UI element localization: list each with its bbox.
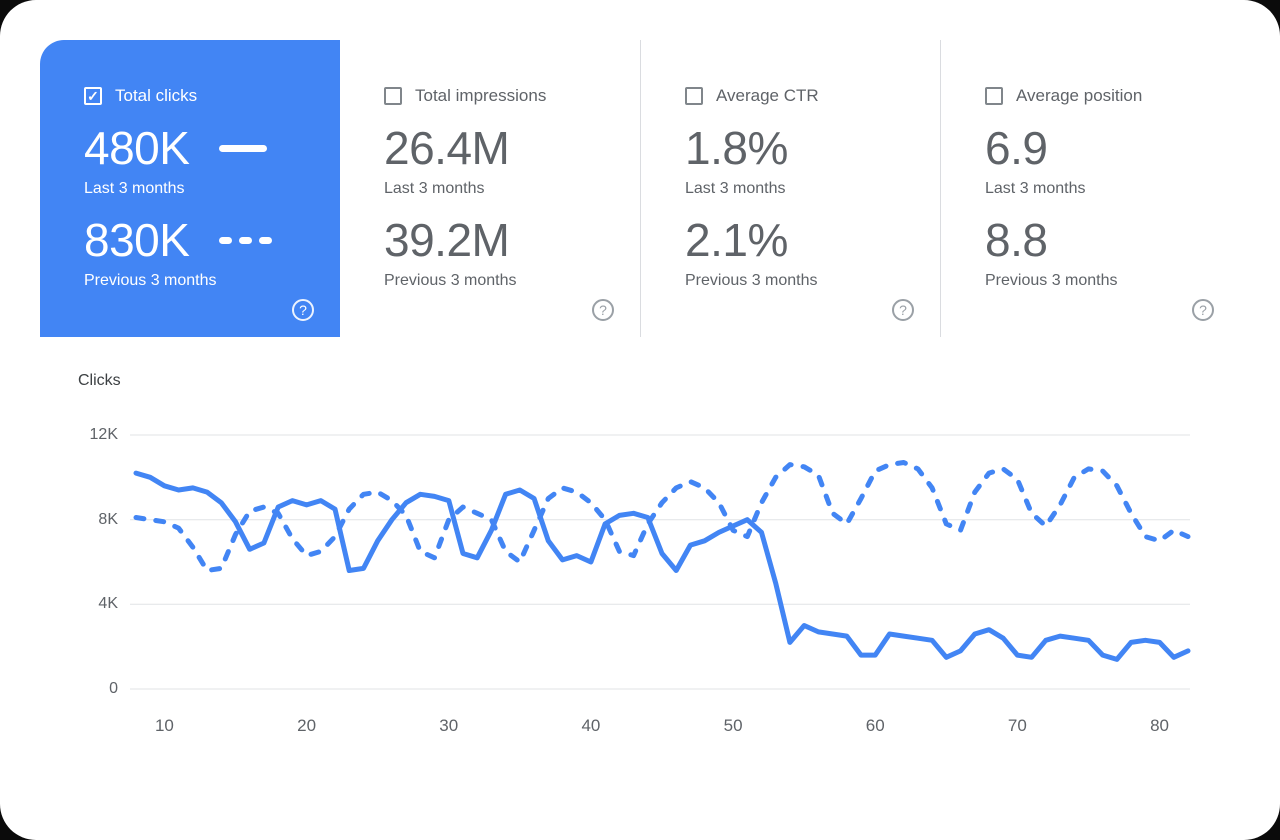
checkbox-unchecked-icon[interactable] <box>685 87 703 105</box>
metric-current-period: Last 3 months <box>384 180 485 197</box>
metric-previous-value: 2.1% <box>685 214 788 266</box>
metric-current-period: Last 3 months <box>985 180 1086 197</box>
x-axis-tick-label: 80 <box>1150 716 1170 735</box>
metric-card-header: ✓ Total clicks <box>84 86 312 106</box>
chart-title: Clicks <box>78 372 121 389</box>
dashed-line-legend-swatch <box>219 236 273 244</box>
metric-previous-period: Previous 3 months <box>384 272 517 289</box>
metric-card-total-impressions[interactable]: Total impressions 26.4M Last 3 months 39… <box>340 40 640 337</box>
help-icon[interactable]: ? <box>1192 299 1214 321</box>
x-axis-tick-label: 60 <box>865 716 885 735</box>
metric-previous-row: 830K <box>84 214 312 266</box>
metric-label: Total clicks <box>115 86 198 105</box>
x-axis-tick-label: 40 <box>581 716 601 735</box>
metric-current-value: 1.8% <box>685 122 788 174</box>
metric-previous-value: 8.8 <box>985 214 1048 266</box>
metric-card-total-clicks[interactable]: ✓ Total clicks 480K Last 3 months 830K P… <box>40 40 340 337</box>
metric-previous-row: 8.8 <box>985 214 1212 266</box>
y-axis-tick-label: 12K <box>89 426 118 443</box>
y-axis-tick-label: 0 <box>109 680 118 697</box>
solid-line-legend-swatch <box>219 144 268 152</box>
help-icon[interactable]: ? <box>292 299 314 321</box>
metric-label: Total impressions <box>415 86 547 105</box>
metric-previous-period: Previous 3 months <box>685 272 818 289</box>
metric-current-period: Last 3 months <box>84 180 185 197</box>
metric-card-average-position[interactable]: Average position 6.9 Last 3 months 8.8 P… <box>940 40 1240 337</box>
metric-current-row: 1.8% <box>685 122 912 174</box>
checkbox-checked-icon[interactable]: ✓ <box>84 87 102 105</box>
metric-card-average-ctr[interactable]: Average CTR 1.8% Last 3 months 2.1% Prev… <box>640 40 940 337</box>
check-icon: ✓ <box>87 88 99 104</box>
checkbox-unchecked-icon[interactable] <box>985 87 1003 105</box>
metric-current-row: 6.9 <box>985 122 1212 174</box>
help-icon[interactable]: ? <box>892 299 914 321</box>
metric-current-row: 480K <box>84 122 312 174</box>
metric-current-row: 26.4M <box>384 122 612 174</box>
x-axis-tick-label: 20 <box>297 716 317 735</box>
x-axis-tick-label: 30 <box>439 716 459 735</box>
x-axis-tick-label: 70 <box>1007 716 1027 735</box>
metric-current-value: 6.9 <box>985 122 1048 174</box>
metric-label: Average CTR <box>716 86 819 105</box>
checkbox-unchecked-icon[interactable] <box>384 87 402 105</box>
metrics-row: ✓ Total clicks 480K Last 3 months 830K P… <box>40 40 1240 337</box>
metric-card-header: Average position <box>985 86 1212 106</box>
metric-previous-period: Previous 3 months <box>84 272 217 289</box>
series-line-previous-3-months <box>133 460 1191 573</box>
metric-current-value: 26.4M <box>384 122 510 174</box>
metric-card-header: Average CTR <box>685 86 912 106</box>
x-axis-tick-label: 10 <box>154 716 174 735</box>
metric-card-header: Total impressions <box>384 86 612 106</box>
metric-previous-row: 39.2M <box>384 214 612 266</box>
metric-previous-period: Previous 3 months <box>985 272 1118 289</box>
x-axis-tick-label: 50 <box>723 716 743 735</box>
metric-current-value: 480K <box>84 122 190 174</box>
metric-previous-value: 39.2M <box>384 214 510 266</box>
metric-label: Average position <box>1016 86 1143 105</box>
series-line-last-3-months <box>133 470 1191 662</box>
y-axis-tick-label: 4K <box>98 595 118 613</box>
y-axis-tick-label: 8K <box>98 510 118 528</box>
metric-previous-value: 830K <box>84 214 190 266</box>
metric-previous-row: 2.1% <box>685 214 912 266</box>
metric-current-period: Last 3 months <box>685 180 786 197</box>
help-icon[interactable]: ? <box>592 299 614 321</box>
